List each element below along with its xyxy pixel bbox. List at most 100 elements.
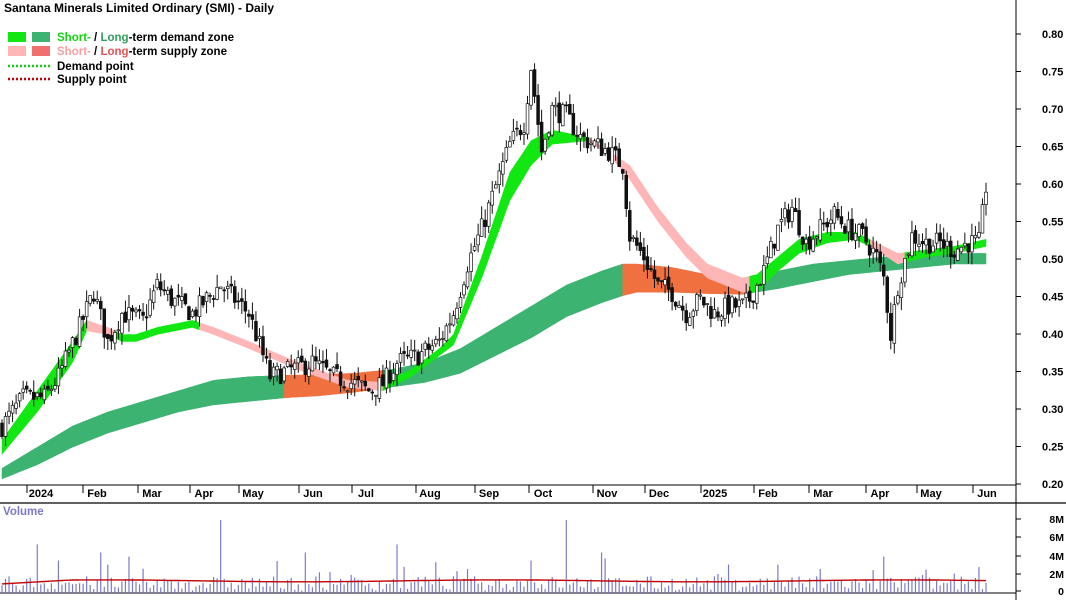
candle-body <box>592 140 597 147</box>
candle-body <box>455 307 459 320</box>
time-tick-label: Mar <box>142 488 162 500</box>
candle-body <box>525 103 530 135</box>
candle-body <box>123 311 128 323</box>
price-tick-label: 0.75 <box>1042 67 1063 79</box>
candle-body <box>324 359 329 368</box>
candle-body <box>74 337 78 345</box>
candle-body <box>187 306 191 321</box>
candle-body <box>712 309 717 319</box>
candle-body <box>938 232 942 242</box>
candle-body <box>494 184 498 189</box>
candle-body <box>444 325 449 342</box>
candle-body <box>292 362 297 370</box>
candle-body <box>448 323 452 326</box>
candle-body <box>561 104 565 127</box>
price-tick-label: 0.30 <box>1042 404 1063 416</box>
time-tick-label: Sep <box>479 488 499 500</box>
candle-body <box>913 230 918 244</box>
price-candles <box>0 63 988 446</box>
candle-body <box>649 268 653 270</box>
candle-body <box>384 367 389 389</box>
time-tick-label: Aug <box>419 488 440 500</box>
legend-short-demand-swatch <box>8 32 26 42</box>
candle-body <box>684 310 688 324</box>
candle-body <box>331 366 336 374</box>
chart-title: Santana Minerals Limited Ordinary (SMI) … <box>4 1 274 15</box>
candle-body <box>70 337 75 348</box>
candle-body <box>860 223 865 229</box>
price-tick-label: 0.50 <box>1042 254 1063 266</box>
volume-axis-ticks: 8M 6M 4M 2M 0 <box>1016 514 1064 598</box>
candle-body <box>814 236 819 239</box>
candle-body <box>236 300 241 303</box>
price-axis-ticks: 0.80 0.75 0.70 0.65 0.60 0.55 0.50 0.45 0.40 0.35… <box>1016 29 1063 491</box>
candle-body <box>3 416 8 437</box>
candle-body <box>716 311 720 318</box>
candle-body <box>345 390 350 393</box>
candle-body <box>342 386 346 389</box>
candle-body <box>409 349 413 358</box>
candle-body <box>945 240 949 247</box>
candle-body <box>663 279 667 286</box>
candle-body <box>776 224 780 251</box>
candle-body <box>257 335 262 339</box>
legend-short-supply-swatch <box>8 46 26 56</box>
candle-body <box>0 422 4 437</box>
candle-body <box>225 285 230 289</box>
candle-body <box>539 121 544 153</box>
candle-body <box>807 236 812 250</box>
candle-body <box>631 236 636 240</box>
candle-body <box>310 355 315 372</box>
price-tick-label: 0.65 <box>1042 142 1063 154</box>
candle-body <box>680 305 685 311</box>
time-tick-label: 2024 <box>29 488 54 500</box>
candle-body <box>687 317 692 326</box>
candle-body <box>63 350 68 367</box>
candle-body <box>638 242 643 251</box>
candle-body <box>359 380 364 383</box>
candle-body <box>240 298 244 302</box>
candle-body <box>7 410 11 417</box>
candle-body <box>405 354 410 357</box>
candle-body <box>137 309 142 312</box>
candle-body <box>522 132 526 135</box>
candle-body <box>504 147 509 161</box>
candle-body <box>377 377 382 399</box>
candle-body <box>903 258 907 283</box>
demand-zone-band <box>749 253 987 294</box>
candle-body <box>910 232 914 257</box>
price-tick-label: 0.70 <box>1042 104 1063 116</box>
candle-body <box>818 219 822 241</box>
candle-body <box>113 331 117 344</box>
candle-body <box>162 289 166 292</box>
candle-body <box>81 315 85 320</box>
candle-body <box>39 392 43 397</box>
candle-body <box>106 333 110 339</box>
legend-demand-point-label: Demand point <box>57 61 134 73</box>
candle-body <box>726 294 731 315</box>
time-tick-label: May <box>242 488 264 500</box>
candle-body <box>786 209 791 223</box>
candle-body <box>35 392 40 398</box>
candle-body <box>416 351 420 366</box>
candle-body <box>169 288 174 306</box>
candle-body <box>881 264 886 277</box>
candle-body <box>381 374 385 387</box>
volume-tick-label: 2M <box>1049 569 1064 581</box>
legend-supply-point-label: Supply point <box>57 74 127 86</box>
candle-body <box>180 296 184 301</box>
candle-body <box>183 293 188 305</box>
candle-body <box>659 280 664 283</box>
candle-body <box>437 338 442 341</box>
candle-body <box>441 337 445 340</box>
candle-body <box>889 313 893 341</box>
candle-body <box>476 234 480 246</box>
candle-body <box>864 226 868 243</box>
candle-body <box>483 219 487 227</box>
time-tick-label: 2025 <box>703 488 727 500</box>
time-tick-label: Mar <box>813 488 833 500</box>
candle-body <box>730 296 734 314</box>
candle-body <box>906 253 911 256</box>
candle-body <box>896 295 900 304</box>
candle-body <box>790 206 794 222</box>
